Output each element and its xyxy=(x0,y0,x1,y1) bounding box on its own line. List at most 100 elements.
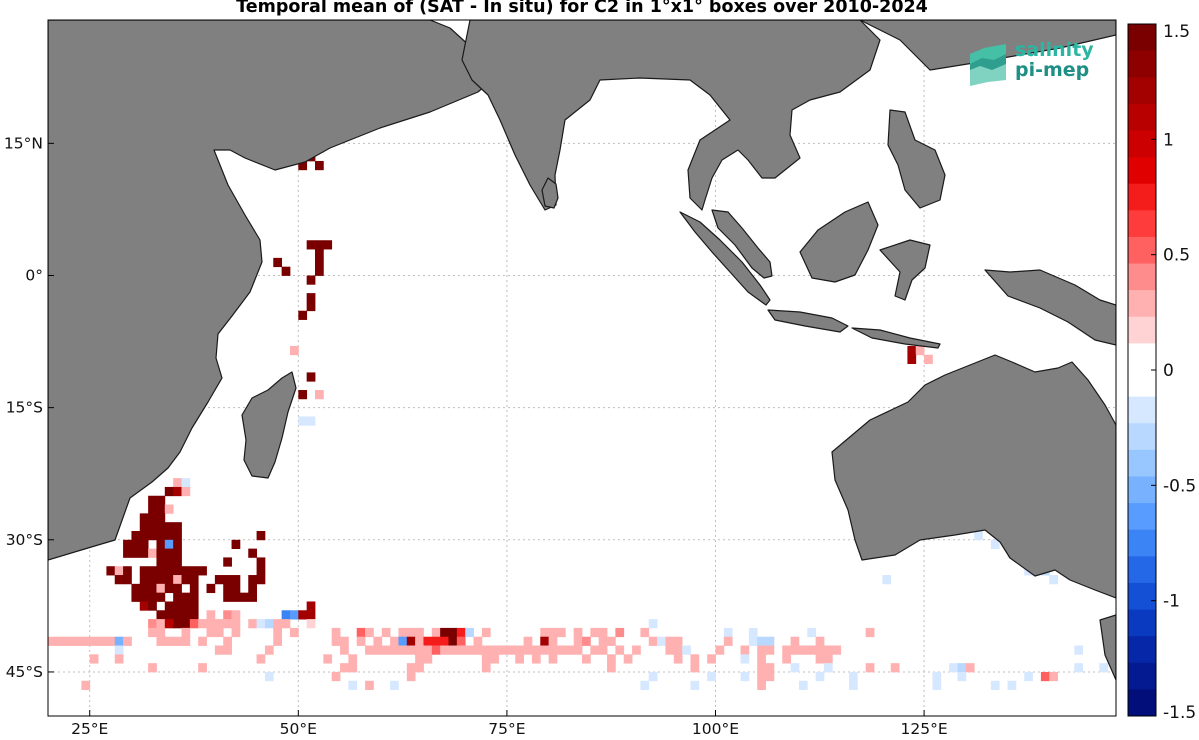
data-cell xyxy=(823,663,833,673)
data-cell xyxy=(239,592,249,602)
data-cell xyxy=(139,522,149,532)
data-cell xyxy=(473,645,483,655)
data-cell xyxy=(924,354,933,364)
data-cell xyxy=(189,575,199,585)
data-cell xyxy=(248,548,257,558)
data-cell xyxy=(748,636,758,646)
data-cell xyxy=(598,645,608,655)
data-cell xyxy=(123,548,132,558)
data-cell xyxy=(757,654,766,664)
data-cell xyxy=(331,671,341,682)
logo-text-salinity: salinity xyxy=(1015,39,1094,61)
data-cell xyxy=(298,160,308,171)
x-tick-label-125: 125°E xyxy=(901,720,948,738)
data-cell xyxy=(181,478,191,488)
data-cell xyxy=(156,495,166,505)
data-cell xyxy=(123,566,132,576)
data-cell xyxy=(148,601,157,611)
data-cell xyxy=(431,627,441,638)
data-cell xyxy=(164,530,174,541)
colorbar-segment xyxy=(1128,343,1156,371)
data-cell xyxy=(189,583,199,594)
data-cell xyxy=(189,566,199,576)
data-cell xyxy=(164,557,174,567)
data-cell xyxy=(48,636,57,646)
data-cell xyxy=(723,636,733,646)
data-cell xyxy=(156,530,166,541)
data-cell xyxy=(431,645,441,655)
data-cell xyxy=(214,575,224,585)
data-cell xyxy=(548,645,558,655)
data-cell xyxy=(673,645,683,655)
data-cell xyxy=(164,504,174,514)
data-cell xyxy=(256,575,266,585)
data-cell xyxy=(315,160,324,171)
data-cell xyxy=(156,522,166,532)
data-cell xyxy=(556,645,566,655)
data-cell xyxy=(390,645,399,655)
data-cell xyxy=(173,478,182,488)
data-cell xyxy=(798,680,808,690)
data-cell xyxy=(515,645,524,655)
data-cell xyxy=(181,610,191,620)
data-cell xyxy=(148,566,157,576)
land-tasmania-edge xyxy=(1099,614,1116,681)
land-malay-peninsula xyxy=(711,209,773,279)
data-cell xyxy=(315,240,324,250)
land-sulawesi xyxy=(879,239,931,301)
x-tick-label-100: 100°E xyxy=(692,720,739,738)
data-cell xyxy=(173,539,182,550)
colorbar-segment xyxy=(1128,263,1156,291)
data-cell xyxy=(481,654,491,664)
data-cell xyxy=(481,627,491,638)
data-cell xyxy=(123,575,132,585)
data-cell xyxy=(281,266,291,276)
data-cell xyxy=(256,530,266,541)
data-cell xyxy=(765,663,775,673)
data-cell xyxy=(523,645,533,655)
data-cell xyxy=(548,627,558,638)
data-cell xyxy=(632,645,641,655)
x-tick-label-75: 75°E xyxy=(488,720,525,738)
plot-frame xyxy=(47,19,1117,717)
data-cell xyxy=(423,645,433,655)
colorbar-segment xyxy=(1128,77,1156,105)
y-tick-label: 0° xyxy=(25,266,43,284)
y-tick-label: 15°S xyxy=(6,399,43,417)
data-cell xyxy=(256,557,266,567)
data-cell xyxy=(148,663,157,673)
data-cell xyxy=(156,583,166,594)
data-cell xyxy=(139,601,149,611)
land-africa-arabia xyxy=(48,20,493,561)
data-cell xyxy=(89,654,99,664)
data-cell xyxy=(223,645,232,655)
land-australia xyxy=(831,354,1116,599)
data-cell xyxy=(815,671,825,682)
colorbar-tick-label: -1 xyxy=(1163,592,1180,612)
colorbar-segment xyxy=(1128,662,1156,690)
data-cell xyxy=(540,645,550,655)
data-cell xyxy=(440,645,449,655)
data-cell xyxy=(932,671,942,682)
data-cell xyxy=(173,583,182,594)
data-cell xyxy=(173,619,182,629)
data-cell xyxy=(573,645,583,655)
data-cell xyxy=(264,645,274,655)
data-cell xyxy=(148,504,157,514)
data-cell xyxy=(565,645,575,655)
data-cell xyxy=(164,575,174,585)
data-cell xyxy=(865,663,875,673)
data-cell xyxy=(331,636,341,646)
colorbar-segment xyxy=(1128,157,1156,185)
data-cell xyxy=(164,583,174,594)
data-cell xyxy=(139,592,149,602)
data-cell xyxy=(849,680,858,690)
data-cell xyxy=(148,619,157,629)
data-cell xyxy=(231,627,241,638)
land-masses xyxy=(48,20,1116,681)
data-cell xyxy=(164,486,174,497)
data-cell xyxy=(181,575,191,585)
data-cell xyxy=(81,636,91,646)
data-cell xyxy=(398,636,408,646)
data-cell xyxy=(306,301,316,312)
